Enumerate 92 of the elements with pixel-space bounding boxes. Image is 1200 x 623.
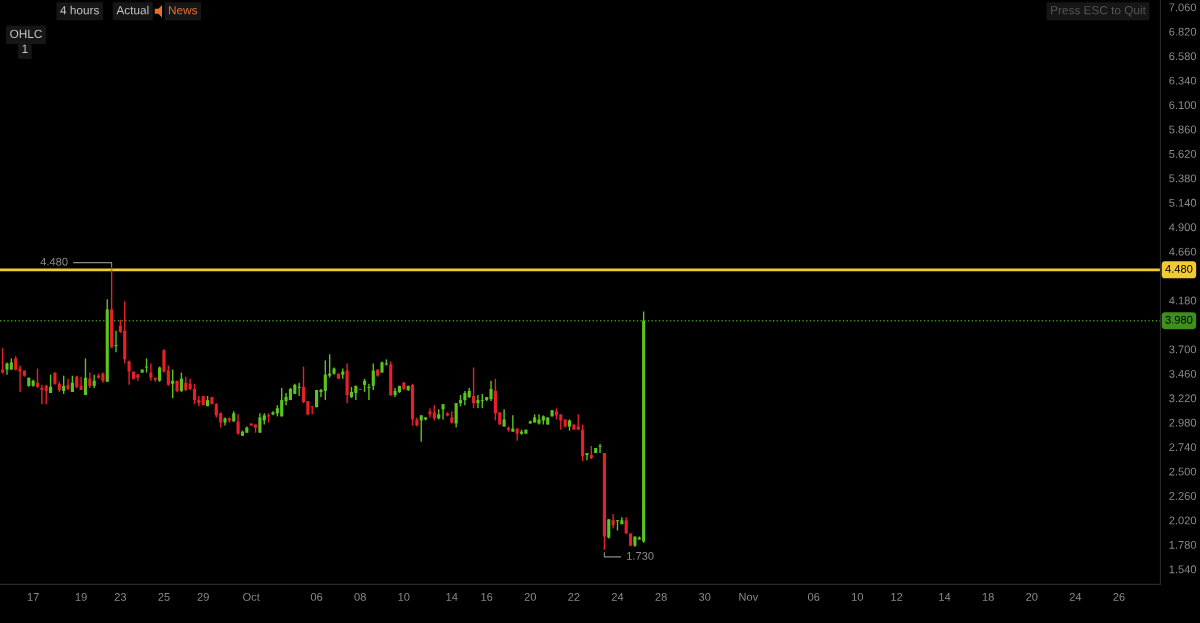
y-tick-label: 5.380 [1169,174,1197,183]
y-tick-label: 4.900 [1168,223,1197,232]
candlestick [280,387,284,418]
annotation: News [168,6,198,15]
y-tick-label: 7.060 [1169,3,1197,12]
y-tick-label: 2.980 [1169,418,1197,427]
candlestick [323,359,327,401]
candlestick [472,366,476,409]
candlestick [493,378,497,422]
candlestick [419,414,423,443]
y-tick-label: 2.020 [1169,516,1197,525]
x-tick-label: 06 [310,593,323,601]
candlestick [236,413,240,436]
x-tick-label: 06 [807,593,820,601]
y-tick-label: 6.340 [1169,76,1197,85]
x-tick-label: 12 [891,593,903,601]
candlestick [297,382,301,397]
candlestick [149,362,153,382]
candlestick [428,407,432,419]
y-tick-label: 2.740 [1169,443,1197,452]
candlestick [40,384,44,405]
x-tick-label: 18 [982,593,994,601]
annotation: 4.480 [40,257,68,266]
y-tick-label: 3.220 [1169,394,1197,403]
y-tick-label: 4.180 [1168,296,1197,305]
candlestick [49,373,53,394]
candlestick [197,395,201,407]
candlestick [258,412,262,434]
x-tick-label: 17 [27,593,39,601]
candlestick [607,518,611,540]
y-tick-label: 5.620 [1169,150,1197,158]
annotation: OHLC [10,29,42,39]
candlestick [1,347,5,375]
y-tick-label: 3.700 [1169,345,1197,354]
candlestick [83,357,88,396]
candlestick [114,330,118,353]
candlestick [171,368,175,399]
y-tick-label: 3.460 [1169,369,1197,378]
y-tick-label: 6.100 [1169,101,1197,109]
y-tick-label: 4.660 [1168,247,1197,256]
x-tick-label: 10 [852,593,864,601]
x-tick-label: 08 [354,593,366,601]
y-tick-label: 5.860 [1169,125,1197,134]
y-tick-label: 6.580 [1169,52,1197,61]
candlestick [454,402,458,429]
x-tick-label: 24 [1069,593,1082,601]
candlestick [611,513,615,530]
y-tick-label: 2.500 [1169,467,1197,476]
x-tick-label: 16 [481,593,493,601]
x-tick-label: 29 [197,593,209,601]
candlestick [127,359,131,386]
candlestick [44,384,48,405]
x-tick-label: 10 [398,593,410,601]
y-tick-label: 1.780 [1169,540,1197,549]
candlestick [476,394,480,409]
x-tick-label: 20 [1026,593,1038,601]
candlestick [367,383,371,401]
y-tick-label: 2.260 [1169,492,1197,500]
y-tick-label: 6.820 [1169,27,1197,36]
candlestick [79,375,83,391]
annotation: 1 [22,44,28,53]
x-tick-label: 14 [446,593,458,601]
ref-line-label: 3.980 [1165,315,1193,324]
x-tick-label: Oct [243,593,260,601]
candlestick [585,452,589,461]
x-tick-label: 24 [611,593,624,601]
x-tick-label: 20 [524,593,537,601]
candlestick [598,443,602,454]
annotation: Press ESC to Quit [1051,5,1146,17]
candlestick [511,414,515,433]
candlestick [62,374,66,395]
x-tick-label: 26 [1113,593,1125,601]
candlestick [35,367,40,389]
x-tick-label: 30 [698,593,711,601]
candlestick [489,380,493,402]
ref-line-label: 4.480 [1165,264,1193,273]
x-tick-label: 23 [114,593,127,601]
x-tick-label: Nov [739,593,759,601]
annotation: 1.730 [627,552,654,560]
y-tick-label: 5.140 [1169,198,1197,207]
x-tick-label: 28 [655,593,667,601]
candlestick [441,403,445,421]
x-tick-label: 22 [568,593,580,601]
candlestick [192,383,197,405]
candlestick [371,362,375,391]
x-tick-label: 19 [75,593,87,601]
y-tick-label: 1.540 [1169,565,1197,574]
annotation: 4 hours [60,5,99,15]
x-tick-label: 25 [158,593,170,601]
candlestick [179,371,183,393]
annotation: Actual [116,5,149,15]
x-tick-label: 14 [939,593,951,601]
